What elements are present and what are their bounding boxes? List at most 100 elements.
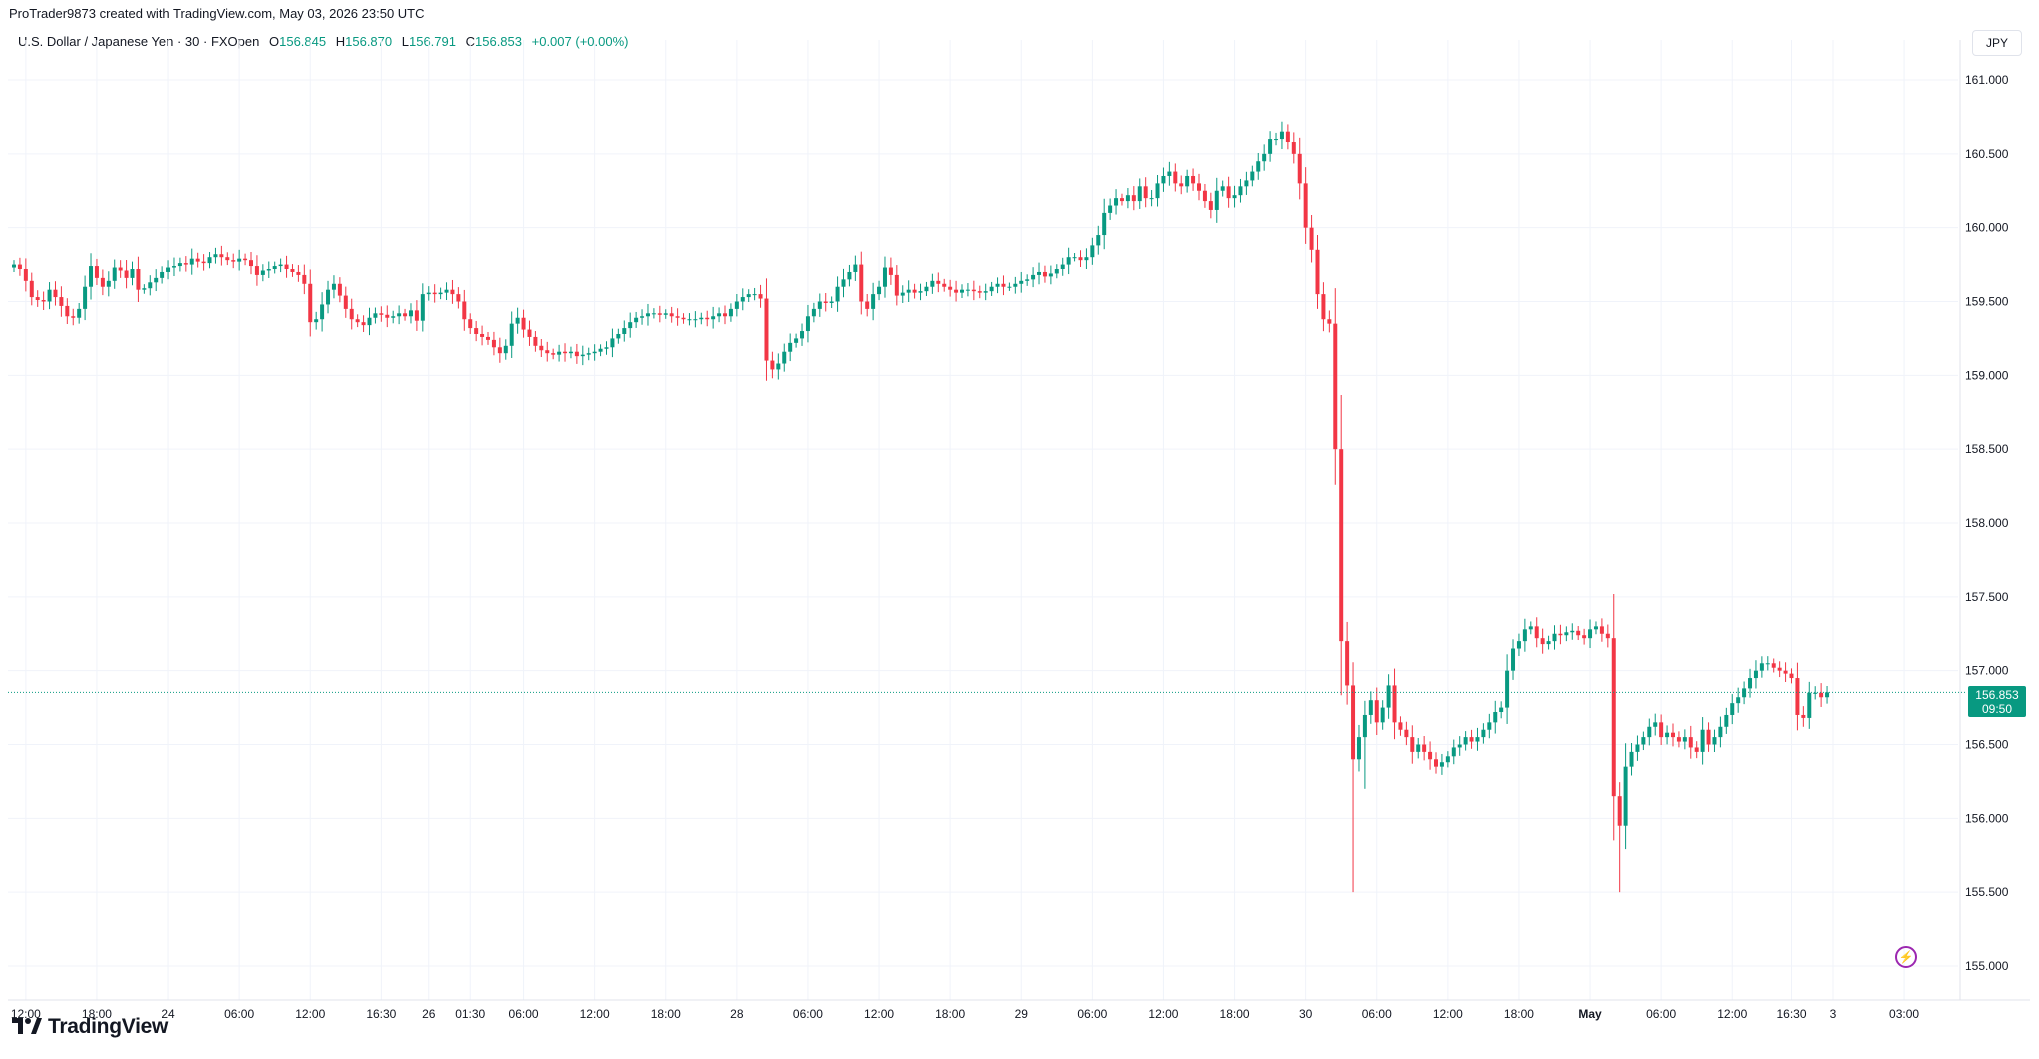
candle-body (266, 269, 271, 271)
x-tick-label: 24 (161, 1007, 175, 1021)
low-label: L (401, 34, 409, 49)
candle-body (1540, 638, 1545, 645)
candle-body (17, 264, 22, 270)
candle-body (1576, 630, 1581, 636)
candle-body (533, 336, 538, 346)
symbol-title[interactable]: U.S. Dollar / Japanese Yen · 30 · FXOpen (18, 34, 260, 49)
candle-body (71, 316, 76, 318)
change-value: +0.007 (+0.00%) (531, 34, 629, 49)
candle-body (1007, 286, 1012, 288)
candle-body (1588, 629, 1593, 639)
currency-button[interactable]: JPY (1972, 30, 2022, 56)
candle-body (616, 333, 621, 339)
candle-body (432, 292, 437, 295)
candle-body (1173, 171, 1178, 184)
candle-body (183, 263, 188, 265)
candle-body (302, 274, 307, 284)
lightning-icon[interactable]: ⚡ (1895, 946, 1917, 968)
candle-body (1505, 670, 1510, 708)
open-value: 156.845 (279, 34, 327, 49)
candle-body (1380, 707, 1385, 723)
candle-body (1090, 245, 1095, 258)
candle-body (1232, 195, 1237, 199)
candle-body (213, 254, 218, 258)
candle-body (1374, 700, 1379, 723)
x-tick-label: 12:00 (864, 1007, 894, 1021)
x-tick-label: 06:00 (1646, 1007, 1676, 1021)
candle-body (89, 266, 94, 287)
candle-body (456, 294, 461, 302)
candle-body (663, 313, 668, 315)
last-price-tag: 156.853 09:50 (1968, 686, 2026, 717)
candle-body (77, 308, 82, 318)
y-tick-label: 155.000 (1965, 959, 2009, 973)
candle-body (1795, 678, 1800, 715)
candle-body (598, 348, 603, 352)
candle-body (1001, 283, 1006, 287)
candle-body (148, 282, 153, 289)
candle-body (509, 323, 514, 346)
candle-body (918, 291, 923, 293)
candle-body (894, 274, 899, 296)
x-tick-label: 18:00 (935, 1007, 965, 1021)
candle-body (1202, 190, 1207, 202)
candle-body (29, 280, 34, 298)
candle-body (1439, 762, 1444, 767)
candle-body (1599, 626, 1604, 634)
candle-body (610, 338, 615, 348)
candle-body (1422, 744, 1427, 752)
y-tick-label: 156.000 (1965, 811, 2009, 825)
candle-body (782, 351, 787, 364)
candle-body (1783, 670, 1788, 674)
candle-body (1659, 722, 1664, 738)
candle-body (983, 291, 988, 293)
candle-body (1179, 183, 1184, 187)
y-tick-label: 160.000 (1965, 221, 2009, 235)
candle-body (83, 286, 88, 309)
tradingview-logo[interactable]: TradingView (12, 1015, 168, 1039)
candle-body (225, 257, 230, 261)
candle-body (1416, 744, 1421, 752)
candle-body (728, 308, 733, 317)
candle-body (385, 314, 390, 318)
x-tick-label: 18:00 (82, 1007, 112, 1021)
x-tick-label: 12:00 (295, 1007, 325, 1021)
candle-body (527, 329, 532, 337)
candle-body (942, 283, 947, 287)
candle-body (1297, 153, 1302, 184)
candle-body (521, 317, 526, 330)
candle-body (1676, 737, 1681, 742)
candle-body (1131, 195, 1136, 202)
candle-body (47, 289, 52, 302)
candle-body (645, 313, 650, 317)
x-tick-label: 06:00 (793, 1007, 823, 1021)
y-tick-label: 156.500 (1965, 738, 2009, 752)
candle-body (977, 291, 982, 293)
x-tick-label: 30 (1299, 1007, 1313, 1021)
candle-body (752, 294, 757, 296)
candle-body (106, 280, 111, 287)
y-tick-label: 158.000 (1965, 516, 2009, 530)
candle-body (1511, 648, 1516, 671)
candle-body (1742, 688, 1747, 698)
x-tick-label: 12:00 (580, 1007, 610, 1021)
candle-body (23, 269, 28, 281)
candle-body (1386, 685, 1391, 708)
candle-body (1730, 703, 1735, 715)
candle-body (871, 294, 876, 309)
candle-body (1208, 201, 1213, 210)
candle-body (177, 263, 182, 267)
candle-body (758, 294, 763, 299)
candle-body (1445, 756, 1450, 763)
candle-body (450, 289, 455, 295)
candle-body (480, 333, 485, 337)
candle-body (497, 347, 502, 354)
y-tick-label: 155.500 (1965, 885, 2009, 899)
candle-body (397, 313, 402, 317)
candle-body (948, 286, 953, 290)
candle-body (829, 301, 834, 303)
candle-body (314, 319, 319, 323)
candle-body (1191, 175, 1196, 184)
candle-body (1647, 726, 1652, 738)
